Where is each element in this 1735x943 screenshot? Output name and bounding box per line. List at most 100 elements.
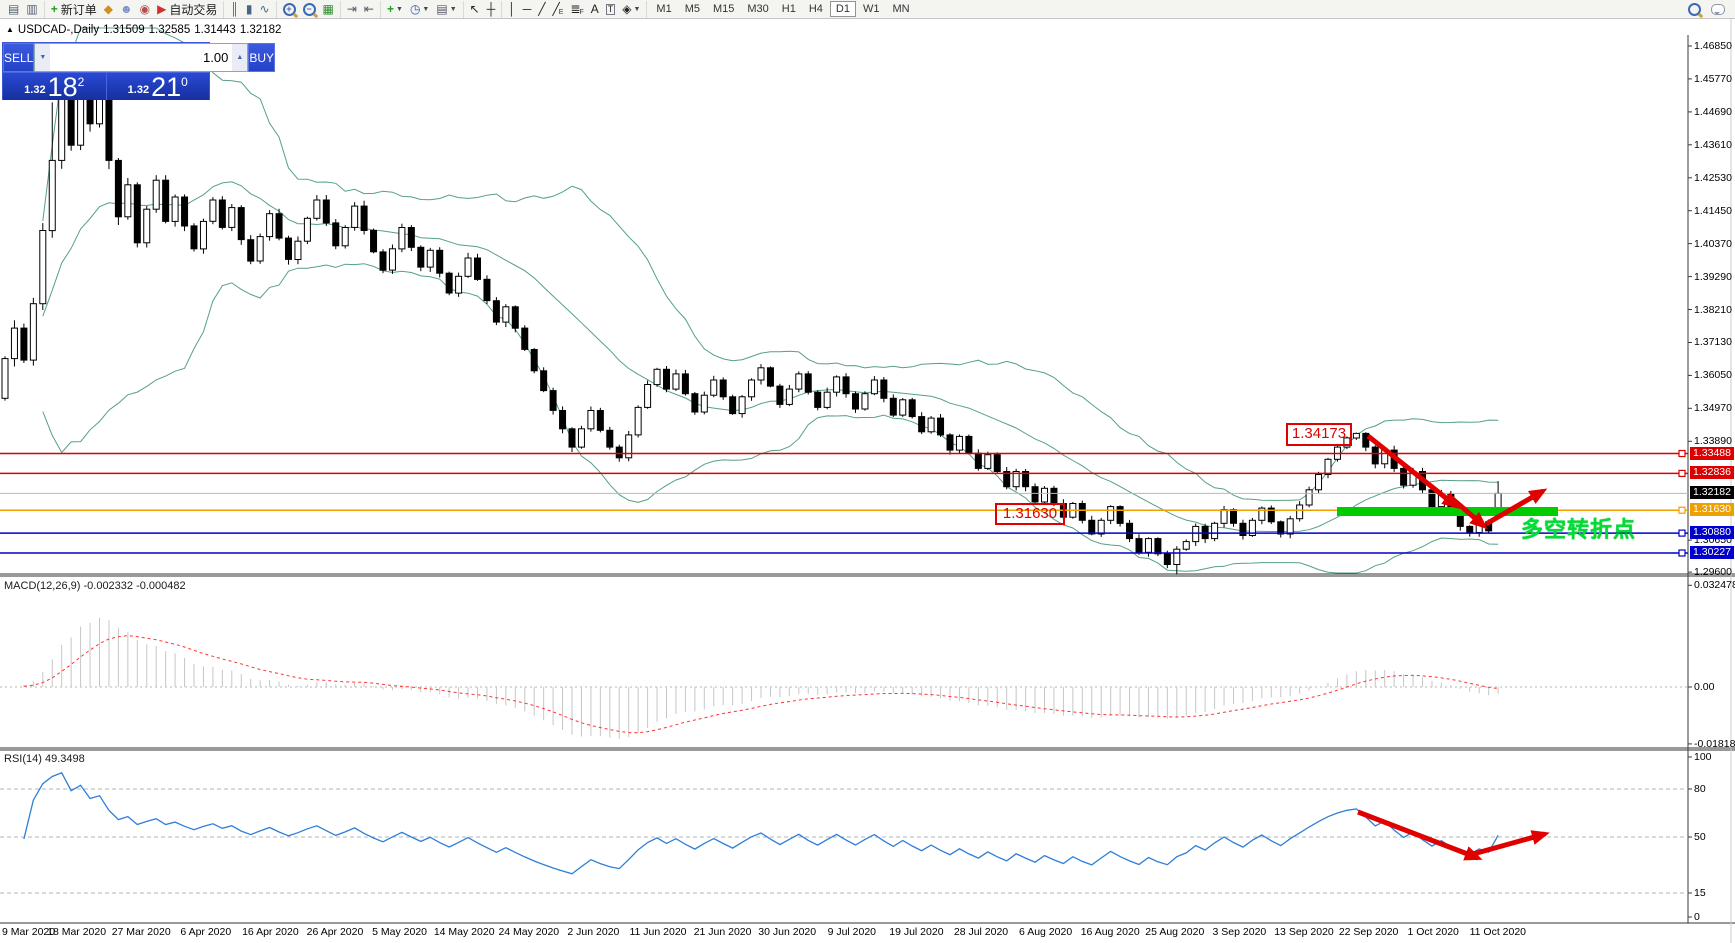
search-icon[interactable] (1688, 2, 1701, 16)
new-order-button[interactable]: + 新订单 (49, 2, 99, 17)
fibonacci-retracement-icon[interactable]: ≣ F (568, 2, 585, 17)
signals-icon[interactable]: ◉ (138, 2, 152, 17)
candle-body (209, 199, 217, 222)
styles-bucket-icon[interactable]: ◆ (102, 2, 115, 17)
templates-dropdown-caret[interactable]: ▼ (449, 5, 457, 13)
macd-axis-label: -0.018182 (1694, 737, 1735, 750)
macd-indicator-label: MACD(12,26,9) -0.002332 -0.000482 (4, 580, 186, 592)
rsi-line[interactable] (23, 771, 1499, 875)
candle-body (1003, 471, 1011, 488)
timeframe-m30[interactable]: M30 (747, 3, 769, 15)
data-window-icon[interactable]: ▥ (24, 2, 39, 17)
rsi-down-arrow[interactable] (1357, 809, 1483, 861)
cursor-icon[interactable]: ↖ (468, 2, 482, 17)
equidistant-channel-icon[interactable]: ╱ E (550, 2, 565, 17)
trendline-icon[interactable]: ╱ (536, 2, 547, 17)
market-watch-panel-icon[interactable]: ▤ (6, 2, 21, 17)
macd-signal-line[interactable] (23, 635, 1499, 734)
candle-body (1277, 521, 1285, 535)
downtrend-arrow[interactable] (1366, 434, 1460, 510)
candle-body (133, 184, 141, 244)
timeframe-h1[interactable]: H1 (781, 3, 796, 15)
candle-body (1211, 522, 1219, 540)
text-label-icon[interactable]: T (604, 2, 618, 17)
arrow-objects-icon[interactable]: ◈ ▼ (620, 2, 642, 17)
horizontal-line-icon[interactable]: ─ (521, 2, 534, 17)
candle-body (700, 394, 708, 413)
candle-body (256, 236, 264, 262)
timeframe-m5[interactable]: M5 (684, 3, 700, 15)
line-chart-icon[interactable]: ∿ (257, 2, 271, 17)
price-axis-label: 1.29600 (1694, 566, 1732, 579)
line-end-handle[interactable] (1678, 469, 1686, 477)
date-axis-label: 11 Jun 2020 (629, 926, 687, 938)
timeframe-d1[interactable]: D1 (829, 1, 856, 17)
candle-body (625, 434, 633, 459)
candle-body (360, 205, 368, 232)
candle-body (870, 379, 878, 395)
timeframe-h4[interactable]: H4 (808, 3, 823, 15)
volume-input[interactable] (50, 44, 233, 71)
small-down-arrow[interactable] (1446, 493, 1488, 530)
timeframe-m1[interactable]: M1 (656, 3, 672, 15)
toolbar-group-panels: ▤ ▥ (2, 0, 45, 18)
rsi-up-arrow[interactable] (1465, 830, 1550, 859)
date-axis-label: 16 Apr 2020 (242, 926, 299, 938)
periods-dropdown-caret[interactable]: ▼ (422, 5, 430, 13)
tile-windows-icon[interactable]: ▦ (321, 2, 336, 17)
indicators-icon[interactable]: + ▼ (385, 2, 405, 17)
toolbar: ▤ ▥ + 新订单 ◆ ☻ ◉ ▶ 自动交易 ║ ▮ ∿ + − ▦ ⇥ ⇤ + ▼ ◷ ▼ ▤ ▼ ↖ ┼ │ ─ ╱ ╱ E ≣ F A T ◈… (0, 0, 1735, 19)
line-end-handle[interactable] (1678, 449, 1686, 458)
chart-shift-icon[interactable]: ⇤ (362, 2, 376, 17)
annotation-peak-price-label[interactable]: 1.34173 (1286, 423, 1352, 446)
volume-increase-button[interactable]: ▲ (232, 44, 248, 71)
indicators-dropdown-caret[interactable]: ▼ (396, 5, 403, 13)
zoom-out-icon[interactable]: − (301, 2, 318, 17)
sell-price-display[interactable]: 1.32 18 2 (3, 73, 107, 101)
autotrading-button[interactable]: ▶ 自动交易 (155, 2, 219, 17)
candle-body (1296, 504, 1304, 520)
timeframe-m15[interactable]: M15 (712, 3, 735, 15)
new-order-label: 新订单 (60, 2, 97, 17)
macd-axis-label: 0.00 (1694, 681, 1715, 693)
chat-icon[interactable] (1711, 3, 1725, 15)
support-zone-bar[interactable] (1337, 507, 1558, 516)
chart-symbol-label: USDCAD-,Daily (17, 24, 100, 36)
bollinger-upper-band[interactable] (42, 27, 1499, 501)
bounce-up-arrow[interactable] (1484, 488, 1548, 527)
timeframe-w1[interactable]: W1 (862, 3, 880, 15)
candle-body (1315, 474, 1323, 491)
annotation-turning-point-text[interactable]: 多空转折点 (1521, 517, 1637, 542)
line-end-handle[interactable] (1678, 506, 1686, 514)
candlestick-chart-icon[interactable]: ▮ (244, 2, 255, 17)
date-axis-label: 14 May 2020 (433, 926, 495, 938)
arrow-objects-dropdown-caret[interactable]: ▼ (633, 5, 641, 13)
text-icon[interactable]: A (589, 2, 601, 17)
date-axis-label: 28 Jul 2020 (953, 926, 1009, 938)
sell-button[interactable]: SELL (3, 43, 35, 72)
trendline-glyph: ╱ (538, 1, 546, 16)
volume-decrease-button[interactable]: ▼ (35, 44, 51, 71)
bollinger-lower-band[interactable] (42, 263, 1499, 574)
buy-price-display[interactable]: 1.32 21 0 (106, 73, 209, 101)
zoom-in-icon[interactable]: + (281, 2, 298, 17)
annotation-support-price-label[interactable]: 1.31630 (995, 503, 1065, 525)
collapse-triangle-icon[interactable]: ▲ (6, 25, 14, 34)
auto-scroll-icon[interactable]: ⇥ (345, 2, 359, 17)
vertical-line-icon[interactable]: │ (506, 2, 518, 17)
bollinger-middle-band[interactable] (42, 181, 1499, 532)
line-end-handle[interactable] (1678, 549, 1686, 557)
candle-body (266, 213, 274, 238)
candle-body (984, 454, 992, 469)
line-end-handle[interactable] (1678, 529, 1686, 537)
crosshair-icon[interactable]: ┼ (485, 2, 498, 17)
templates-icon[interactable]: ▤ ▼ (434, 2, 458, 17)
periods-icon[interactable]: ◷ ▼ (408, 2, 431, 17)
horizontal-line-glyph: ─ (522, 1, 532, 16)
price-axis-label: 1.44690 (1694, 105, 1732, 118)
timeframe-mn[interactable]: MN (892, 3, 910, 15)
profiles-icon[interactable]: ☻ (118, 2, 135, 17)
buy-button[interactable]: BUY (248, 43, 276, 72)
bar-chart-icon[interactable]: ║ (228, 2, 241, 17)
